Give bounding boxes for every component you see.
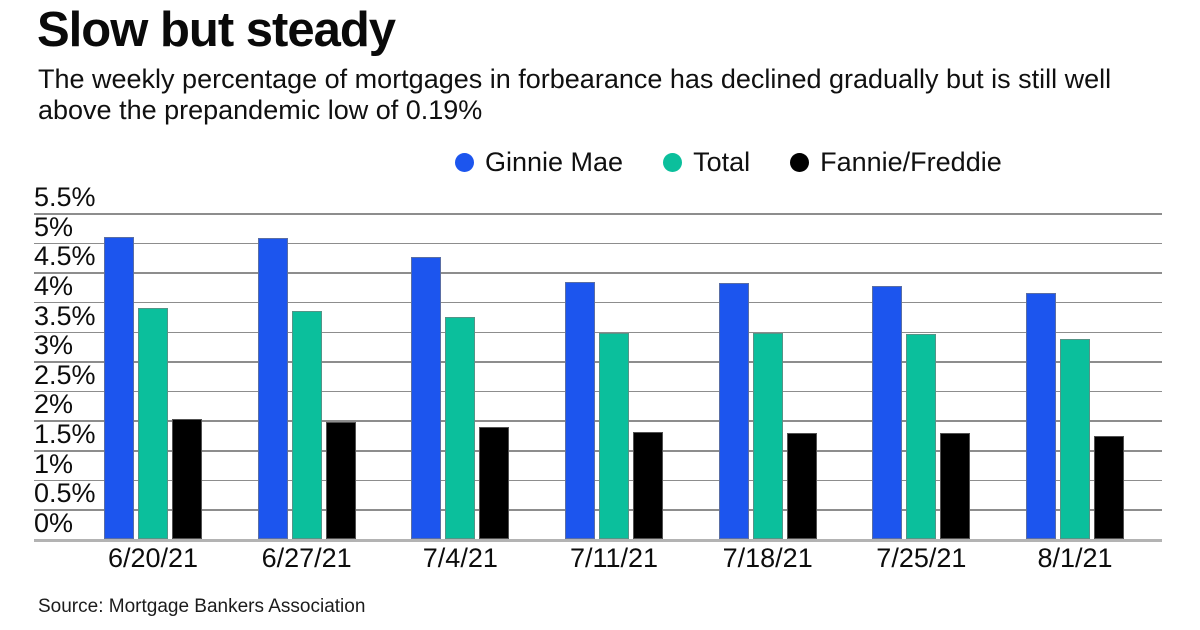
legend-dot-total-icon [663, 153, 683, 172]
legend-item-fannie-freddie: Fannie/Freddie [790, 147, 1002, 178]
x-axis-label-7-25-21: 7/25/21 [876, 543, 967, 573]
y-axis-label-3-5-: 3.5% [34, 300, 96, 331]
gridline-3- [34, 361, 1162, 363]
bar-total-7-11-21 [599, 332, 629, 539]
bar-fannie-freddie-6-27-21 [325, 422, 356, 539]
y-axis-label-1-5-: 1.5% [34, 419, 96, 450]
bar-fannie-freddie-7-25-21 [940, 432, 971, 539]
bar-ginnie-mae-7-4-21 [411, 256, 442, 539]
bar-total-6-27-21 [291, 310, 322, 539]
x-axis-label-6-20-21: 6/20/21 [107, 543, 199, 573]
x-axis-label-7-4-21: 7/4/21 [422, 543, 498, 573]
bar-total-8-1-21 [1060, 338, 1091, 539]
bar-fannie-freddie-6-20-21 [172, 419, 202, 539]
gridline-5- [34, 242, 1162, 245]
bar-ginnie-mae-6-27-21 [257, 238, 288, 539]
legend-label-total: Total [693, 147, 751, 177]
chart-title: Slow but steady [37, 3, 396, 57]
y-axis-label-0-5-: 0.5% [34, 478, 96, 509]
bar-total-7-4-21 [445, 316, 476, 539]
gridline-2- [34, 420, 1162, 422]
x-axis-label-6-27-21: 6/27/21 [261, 543, 352, 573]
y-axis-label-5-: 5% [34, 211, 74, 242]
gridline-0-5- [34, 509, 1162, 511]
bar-ginnie-mae-7-11-21 [565, 281, 595, 539]
legend-label-fannie-freddie: Fannie/Freddie [820, 147, 1002, 177]
legend-item-total: Total [663, 147, 750, 178]
bar-total-7-25-21 [906, 333, 937, 539]
bar-fannie-freddie-7-4-21 [479, 426, 510, 539]
y-axis-label-3-: 3% [34, 330, 74, 361]
gridline-0- [34, 539, 1162, 542]
bar-ginnie-mae-6-20-21 [104, 236, 134, 539]
bar-fannie-freddie-7-11-21 [633, 432, 663, 539]
legend-dot-fannie-freddie-icon [790, 153, 810, 172]
gridline-4-5- [34, 272, 1162, 274]
gridline-5-5- [34, 213, 1162, 215]
bar-ginnie-mae-7-25-21 [872, 285, 903, 539]
source-note: Source: Mortgage Bankers Association [38, 596, 366, 617]
gridline-1- [34, 479, 1162, 482]
bar-total-7-18-21 [752, 333, 783, 539]
bar-ginnie-mae-7-18-21 [718, 282, 749, 539]
gridline-1-5- [34, 450, 1162, 452]
bar-total-6-20-21 [138, 307, 168, 539]
y-axis-label-5-5-: 5.5% [34, 182, 96, 212]
y-axis-label-2-: 2% [34, 389, 74, 420]
y-axis-label-4-5-: 4.5% [34, 241, 96, 272]
chart-legend: Ginnie Mae Total Fannie/Freddie [455, 147, 1002, 178]
bar-fannie-freddie-8-1-21 [1094, 435, 1125, 539]
gridline-2-5- [34, 390, 1162, 393]
y-axis-label-1-: 1% [34, 448, 74, 479]
x-axis-label-7-11-21: 7/11/21 [569, 543, 659, 573]
legend-label-ginnie-mae: Ginnie Mae [485, 147, 624, 177]
y-axis-label-2-5-: 2.5% [34, 359, 96, 390]
x-axis-label-8-1-21: 8/1/21 [1037, 543, 1113, 573]
x-axis-label-7-18-21: 7/18/21 [722, 543, 813, 573]
y-axis-label-4-: 4% [34, 270, 74, 301]
legend-dot-ginnie-mae-icon [455, 153, 474, 172]
gridline-4- [34, 301, 1162, 304]
bar-fannie-freddie-7-18-21 [786, 432, 817, 539]
bar-ginnie-mae-8-1-21 [1026, 293, 1057, 539]
chart-subtitle: The weekly percentage of mortgages in fo… [38, 64, 1112, 125]
gridline-3-5- [34, 331, 1162, 334]
legend-item-ginnie-mae: Ginnie Mae [455, 147, 623, 178]
y-axis-label-0-: 0% [34, 508, 74, 538]
